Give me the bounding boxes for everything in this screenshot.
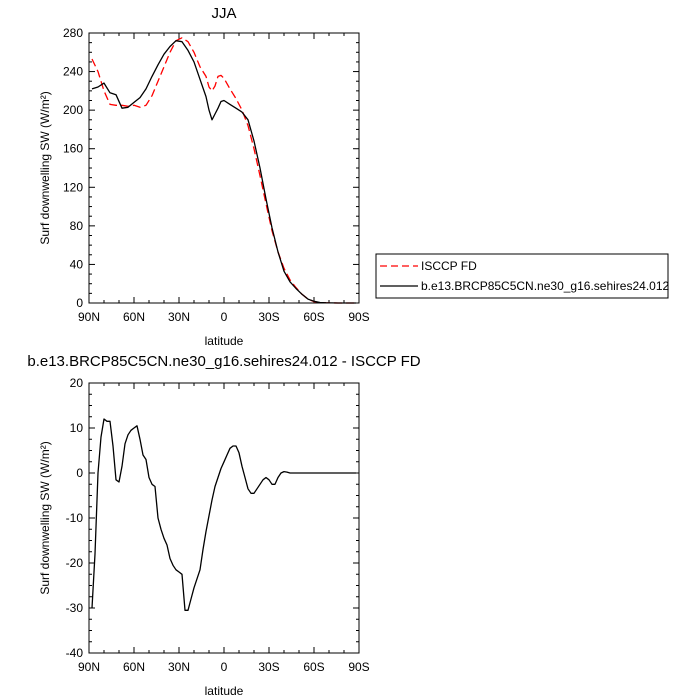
bottom-axis-ticks: 90N 60N 30N 0 30S 60S 90S -40 -30 -20 -10 0 10 20 [66, 376, 370, 674]
top-plot-frame [88, 32, 360, 304]
top-y-axis-label: Surf downwelling SW (W/m²) [38, 91, 52, 244]
legend-box [375, 253, 669, 299]
bottom-y-tick-label: -10 [66, 511, 84, 525]
bottom-y-tick-label: 20 [70, 376, 84, 390]
bottom-y-tick-label: -20 [66, 556, 84, 570]
bottom-x-tick-label: 90N [78, 660, 100, 674]
bottom-x-tick-label: 30S [258, 660, 279, 674]
bottom-plot-frame [88, 382, 360, 654]
bottom-series-lines [91, 418, 356, 611]
top-panel: JJA 90N 60N 30N 0 30S 60S 90S 0 40 80 120 160 200 240… [38, 5, 669, 348]
legend-label-isccp: ISCCP FD [421, 259, 477, 273]
legend: ISCCP FD b.e13.BRCP85C5CN.ne30_g16.sehir… [375, 253, 669, 299]
top-y-tick-label: 120 [63, 180, 83, 194]
top-series-line-1 [91, 40, 356, 304]
bottom-y-axis-label: Surf downwelling SW (W/m²) [38, 441, 52, 594]
bottom-x-axis-label: latitude [205, 684, 244, 698]
top-y-tick-label: 160 [63, 142, 83, 156]
bottom-chart-title: b.e13.BRCP85C5CN.ne30_g16.sehires24.012 … [27, 353, 420, 370]
top-chart-title: JJA [211, 5, 236, 22]
bottom-series-line-0 [91, 418, 356, 611]
top-series-line-0 [91, 37, 356, 304]
top-x-tick-label: 90S [348, 310, 369, 324]
top-x-axis-label: latitude [205, 334, 244, 348]
top-x-tick-label: 0 [221, 310, 228, 324]
bottom-x-tick-label: 30N [168, 660, 190, 674]
legend-label-model: b.e13.BRCP85C5CN.ne30_g16.sehires24.012 [421, 279, 669, 293]
bottom-x-tick-label: 60S [303, 660, 324, 674]
bottom-x-tick-label: 60N [123, 660, 145, 674]
top-y-tick-label: 40 [70, 257, 84, 271]
top-y-tick-label: 80 [70, 219, 84, 233]
bottom-y-tick-label: 10 [70, 421, 84, 435]
bottom-x-tick-label: 90S [348, 660, 369, 674]
top-y-tick-label: 200 [63, 103, 83, 117]
top-x-tick-label: 30S [258, 310, 279, 324]
top-series-lines [91, 37, 356, 304]
bottom-y-tick-label: -40 [66, 646, 84, 660]
top-y-tick-label: 240 [63, 65, 83, 79]
bottom-y-tick-label: -30 [66, 601, 84, 615]
top-x-tick-label: 60N [123, 310, 145, 324]
bottom-x-tick-label: 0 [221, 660, 228, 674]
top-x-tick-label: 30N [168, 310, 190, 324]
top-axis-ticks: 90N 60N 30N 0 30S 60S 90S 0 40 80 120 160 200 240 280 [63, 26, 370, 324]
top-y-tick-label: 0 [76, 296, 83, 310]
top-x-tick-label: 60S [303, 310, 324, 324]
top-y-tick-label: 280 [63, 26, 83, 40]
bottom-y-tick-label: 0 [76, 466, 83, 480]
bottom-panel: b.e13.BRCP85C5CN.ne30_g16.sehires24.012 … [27, 353, 420, 698]
top-x-tick-label: 90N [78, 310, 100, 324]
